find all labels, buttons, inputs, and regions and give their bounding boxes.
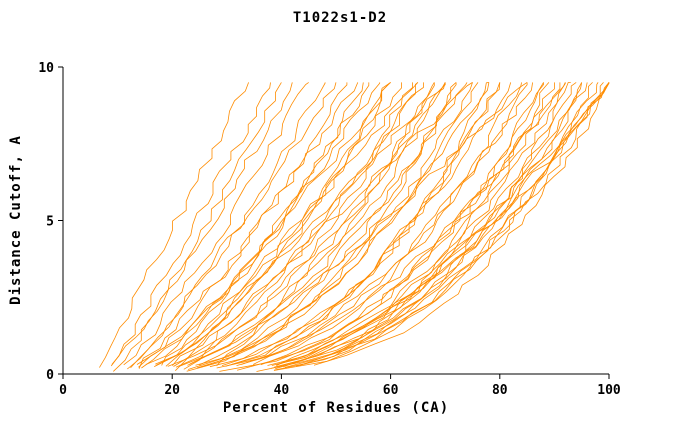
- series-line: [127, 82, 326, 370]
- y-tick-label: 5: [46, 215, 54, 230]
- series-line: [274, 82, 571, 371]
- series-line: [111, 82, 271, 365]
- series-line: [175, 82, 446, 368]
- series-line: [154, 82, 402, 367]
- series-line: [183, 82, 473, 370]
- series-line: [295, 82, 599, 367]
- series-line: [161, 82, 391, 366]
- series-line: [276, 82, 610, 366]
- series-line: [187, 82, 435, 366]
- x-tick-label: 60: [383, 383, 399, 398]
- series-line: [113, 82, 293, 372]
- series-line: [313, 82, 610, 366]
- series-line: [232, 82, 490, 365]
- series-line: [276, 82, 577, 366]
- series-line: [130, 82, 337, 369]
- series-line: [175, 82, 446, 371]
- series-line: [173, 82, 413, 367]
- series-line: [123, 82, 309, 366]
- x-axis-label: Percent of Residues (CA): [222, 400, 450, 416]
- series-line: [178, 82, 446, 367]
- series-line: [267, 82, 566, 366]
- series-line: [141, 82, 381, 369]
- series-line: [189, 82, 435, 365]
- series-line: [209, 82, 501, 368]
- series-line: [274, 82, 588, 368]
- series-line: [270, 82, 583, 369]
- series-line: [165, 82, 419, 367]
- series-line: [277, 82, 610, 365]
- series-line: [195, 82, 473, 366]
- series-line: [216, 82, 528, 369]
- series-line: [99, 82, 249, 368]
- y-tick-label: 10: [38, 61, 54, 76]
- x-tick-label: 80: [492, 383, 508, 398]
- series-line: [284, 82, 610, 368]
- series-line: [136, 82, 364, 365]
- series-line: [186, 82, 479, 372]
- x-tick-label: 100: [597, 383, 621, 398]
- series-line: [275, 82, 583, 370]
- series-line: [138, 82, 348, 368]
- series-line: [110, 82, 282, 367]
- y-tick-label: 0: [46, 368, 54, 383]
- series-line: [155, 82, 391, 366]
- series-line: [253, 82, 566, 365]
- series-line: [236, 82, 544, 371]
- series-line: [196, 82, 489, 369]
- series-line: [138, 82, 359, 369]
- series-line: [236, 82, 522, 366]
- x-tick-label: 0: [59, 383, 67, 398]
- series-line: [283, 82, 561, 368]
- series-line: [241, 82, 533, 365]
- series-line: [172, 82, 424, 366]
- series-line: [273, 82, 593, 371]
- series-line: [167, 82, 419, 367]
- x-tick-label: 40: [274, 383, 290, 398]
- chart-title: T1022s1-D2: [292, 10, 388, 26]
- series-line: [187, 82, 457, 370]
- series-line: [155, 82, 391, 365]
- series-line: [298, 82, 550, 367]
- x-tick-label: 20: [164, 383, 180, 398]
- series-line: [200, 82, 457, 368]
- series-line: [216, 82, 528, 367]
